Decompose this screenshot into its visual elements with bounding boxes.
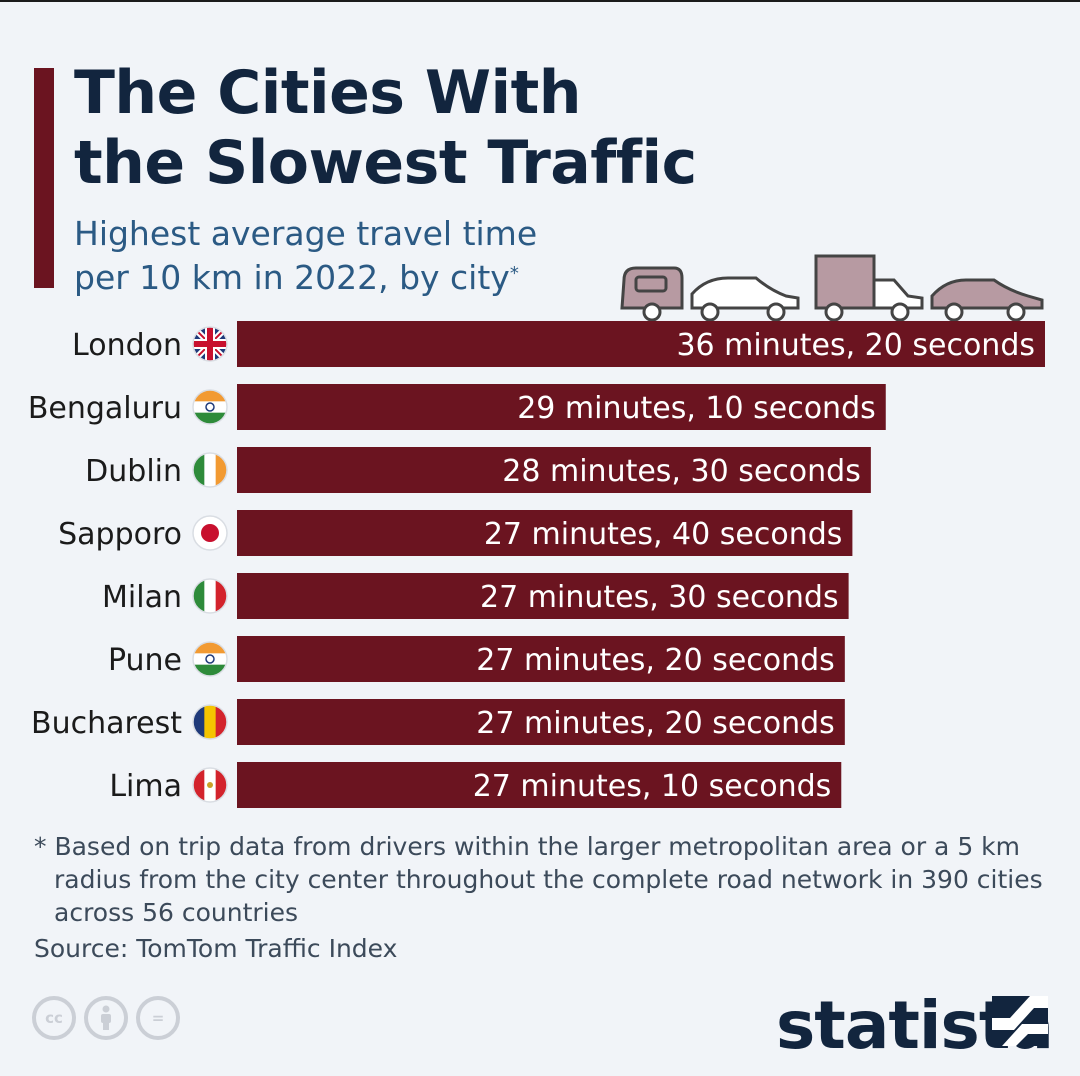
bar-value-label: 27 minutes, 20 seconds xyxy=(476,643,835,678)
truck-icon xyxy=(814,254,924,322)
bar-value-label: 27 minutes, 20 seconds xyxy=(476,706,835,741)
japan-flag-icon xyxy=(193,516,227,550)
flag-ring xyxy=(192,326,228,362)
car-icon xyxy=(930,278,1044,322)
bar-row: 27 minutes, 40 seconds Sapporo xyxy=(58,510,853,556)
flag-ring xyxy=(192,704,228,740)
attribution-icon[interactable] xyxy=(84,996,128,1040)
city-label: Milan xyxy=(102,580,182,615)
city-label: London xyxy=(72,328,182,363)
bar-row: 29 minutes, 10 seconds Bengaluru xyxy=(28,384,886,430)
car-outline-icon xyxy=(690,276,800,322)
bar xyxy=(237,636,845,682)
bar-row: 27 minutes, 20 seconds Bucharest xyxy=(31,699,845,745)
india-flag-icon xyxy=(193,642,227,676)
bar-value-label: 27 minutes, 10 seconds xyxy=(473,769,832,804)
flag-ring xyxy=(192,452,228,488)
bar-value-label: 27 minutes, 40 seconds xyxy=(484,517,843,552)
bar xyxy=(237,321,1045,367)
bar-chart: 36 minutes, 20 seconds London 29 minutes, … xyxy=(28,321,1045,808)
peru-flag-icon xyxy=(193,768,227,802)
source-note: Source: TomTom Traffic Index xyxy=(34,934,398,963)
ireland-flag-icon xyxy=(193,453,227,487)
statista-logo-mark-icon xyxy=(992,996,1048,1046)
chart-subtitle: Highest average travel time per 10 km in… xyxy=(74,212,594,300)
flag-ring xyxy=(192,641,228,677)
bar-value-label: 27 minutes, 30 seconds xyxy=(480,580,839,615)
bar-value-label: 29 minutes, 10 seconds xyxy=(517,391,876,426)
bar-row: 36 minutes, 20 seconds London xyxy=(72,321,1045,367)
flag-ring xyxy=(192,578,228,614)
footnote: * Based on trip data from drivers within… xyxy=(34,832,1043,927)
bar-row: 27 minutes, 20 seconds Pune xyxy=(108,636,845,682)
city-label: Pune xyxy=(108,643,182,678)
title-accent-bar xyxy=(34,68,54,288)
italy-flag-icon xyxy=(193,579,227,613)
person-glyph xyxy=(101,1005,111,1030)
bar xyxy=(237,762,842,808)
chart-title: The Cities With the Slowest Traffic xyxy=(74,58,697,198)
no-derivatives-icon[interactable]: = xyxy=(136,996,180,1040)
flag-ring xyxy=(192,389,228,425)
bar xyxy=(237,573,849,619)
flag-ring xyxy=(192,767,228,803)
vehicles-illustration xyxy=(620,254,1044,322)
license-icons: cc = xyxy=(32,996,180,1040)
bar-value-label: 36 minutes, 20 seconds xyxy=(676,328,1035,363)
creative-commons-icon[interactable]: cc xyxy=(32,996,76,1040)
romania-flag-icon xyxy=(193,705,227,739)
bar-row: 27 minutes, 10 seconds Lima xyxy=(109,762,842,808)
bar-row: 27 minutes, 30 seconds Milan xyxy=(102,573,849,619)
bar xyxy=(237,699,845,745)
subtitle-text: Highest average travel time per 10 km in… xyxy=(74,214,538,297)
subtitle-footnote-marker: * xyxy=(509,263,519,284)
flag-ring xyxy=(192,515,228,551)
city-label: Sapporo xyxy=(58,517,182,552)
city-label: Bengaluru xyxy=(28,391,182,426)
bar xyxy=(237,447,871,493)
top-border xyxy=(0,0,1080,2)
bar xyxy=(237,510,853,556)
camper-van-icon xyxy=(620,266,684,322)
bar-value-label: 28 minutes, 30 seconds xyxy=(502,454,861,489)
city-label: Lima xyxy=(109,769,182,804)
bar xyxy=(237,384,886,430)
united-kingdom-flag-icon xyxy=(193,327,227,361)
bar-row: 28 minutes, 30 seconds Dublin xyxy=(85,447,871,493)
india-flag-icon xyxy=(193,390,227,424)
city-label: Bucharest xyxy=(31,706,182,741)
city-label: Dublin xyxy=(85,454,182,489)
